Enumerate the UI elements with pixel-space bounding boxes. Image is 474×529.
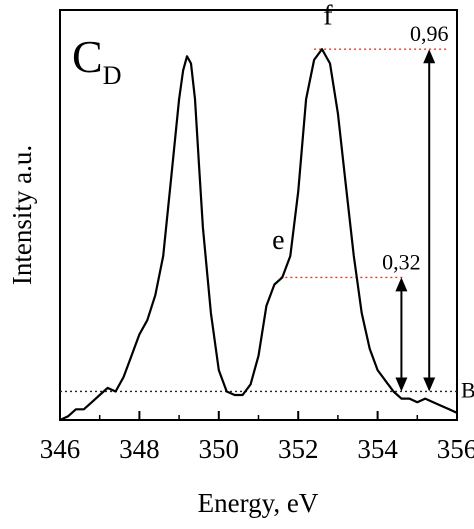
x-tick-label: 352 xyxy=(278,434,319,464)
x-tick-label: 356 xyxy=(437,434,474,464)
baseline-label: BL xyxy=(461,377,474,402)
peak-label-f: f xyxy=(323,0,333,31)
arrow-head-up-e xyxy=(395,277,408,292)
x-tick-label: 346 xyxy=(40,434,81,464)
x-tick-label: 348 xyxy=(119,434,160,464)
level-value-e: 0,32 xyxy=(382,249,421,274)
annotations: ef xyxy=(272,0,333,256)
arrow-head-down-f xyxy=(423,377,436,392)
chart-title-subscript: D xyxy=(103,61,122,90)
peak-label-e: e xyxy=(272,225,284,256)
spectrum-line xyxy=(59,48,458,422)
arrow-head-up-f xyxy=(423,49,436,64)
y-axis-label: Intensity a.u. xyxy=(7,145,37,285)
x-tick-label: 354 xyxy=(357,434,398,464)
x-axis-label: Energy, eV xyxy=(198,488,319,518)
x-axis-ticks: 346 348 350 352 354 356 xyxy=(40,411,474,464)
level-arrows: 0,32 0,96 xyxy=(382,21,449,392)
x-tick-label: 350 xyxy=(199,434,240,464)
reference-lines: BL xyxy=(60,48,474,402)
chart-title: CD xyxy=(72,31,121,90)
arrow-head-down-e xyxy=(395,377,408,392)
level-value-f: 0,96 xyxy=(410,21,449,46)
